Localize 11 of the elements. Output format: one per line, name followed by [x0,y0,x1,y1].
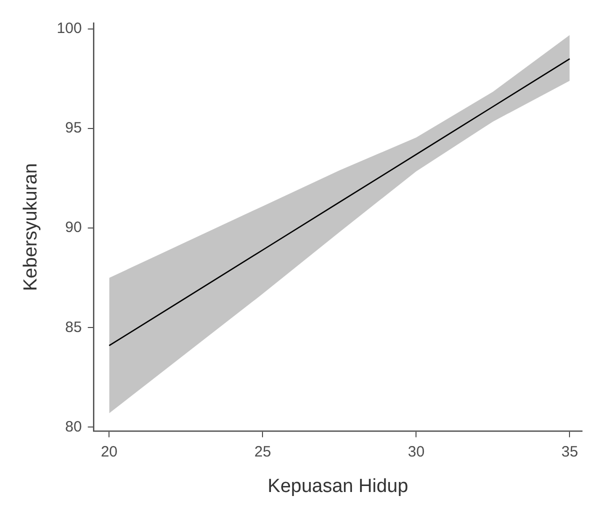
y-tick-label: 90 [65,219,82,236]
y-tick-label: 80 [65,418,82,436]
y-tick-label: 100 [56,20,82,38]
x-tick-label: 30 [408,443,425,460]
x-tick-label: 25 [254,443,272,460]
x-axis-title: Kepuasan Hidup [268,476,408,497]
y-tick-label: 95 [65,120,82,137]
x-tick-label: 35 [561,443,578,460]
x-tick-label: 20 [100,443,118,460]
y-axis-title: Kebersyukuran [20,163,42,291]
y-tick-label: 85 [65,318,82,336]
